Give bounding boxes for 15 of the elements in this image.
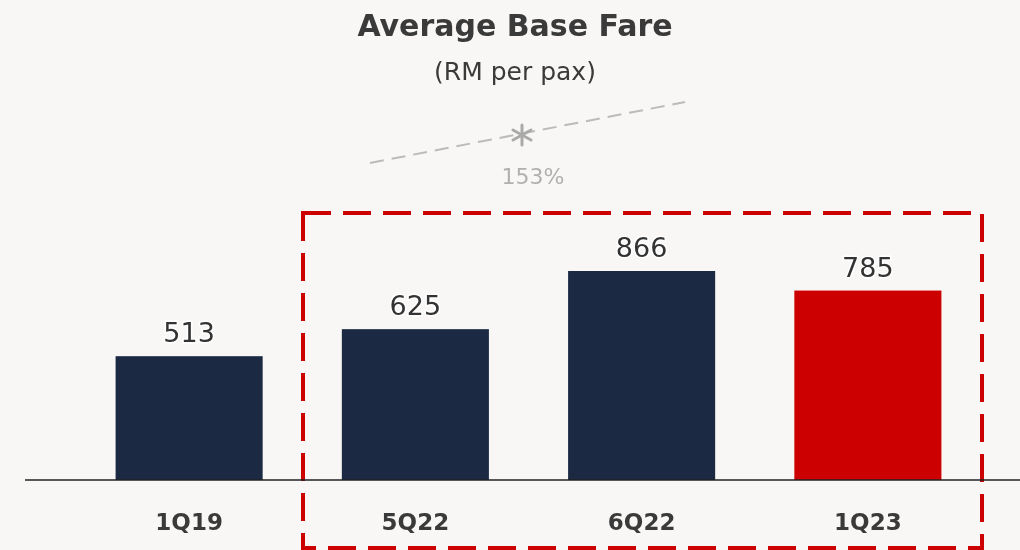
chart-title: Average Base Fare [357,8,673,43]
chart-subtitle: (RM per pax) [434,57,596,86]
data-label: 625 [389,290,442,322]
x-tick-label: 5Q22 [381,509,450,535]
x-tick-label: 6Q22 [607,509,676,535]
x-tick-label: 1Q19 [155,509,223,535]
data-label: 866 [615,232,668,263]
text: 153% [501,164,565,189]
data-label: 513 [163,317,215,349]
bar [341,329,489,480]
x-tick-label: 1Q23 [834,509,902,535]
bar [115,356,263,480]
bar [568,271,716,480]
data-label: 785 [842,251,894,283]
bar [794,290,942,480]
